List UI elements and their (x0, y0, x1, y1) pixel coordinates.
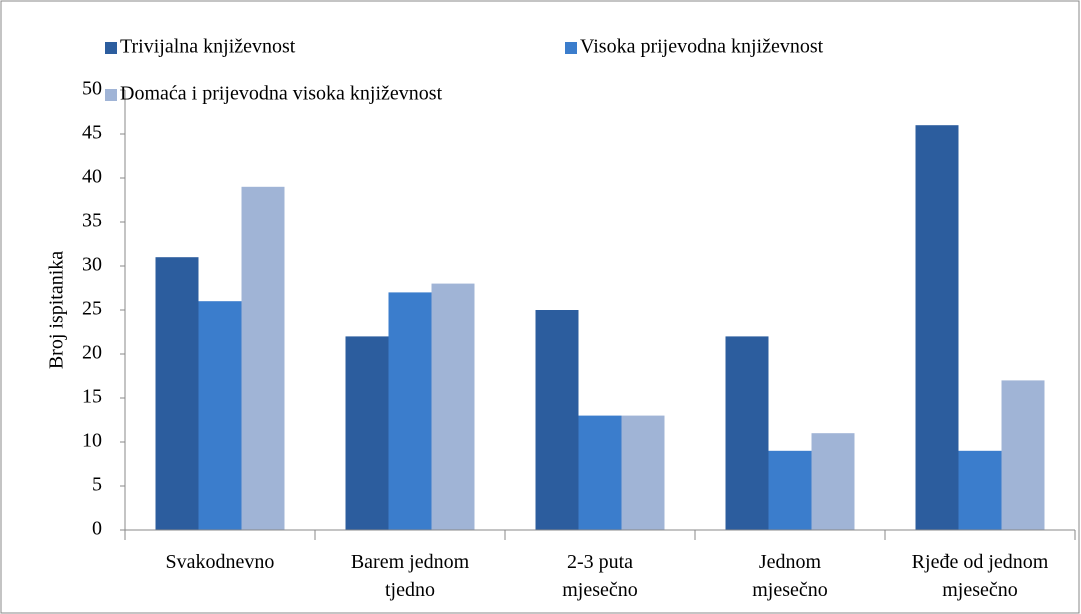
bar (768, 450, 812, 530)
bar (241, 186, 285, 531)
bar (345, 336, 389, 530)
bar (535, 310, 579, 530)
x-tick-label: 2-3 puta mjesečno (562, 551, 638, 601)
y-tick-label: 10 (82, 430, 102, 452)
legend-label: Visoka prijevodna književnost (580, 36, 824, 58)
y-tick-label: 5 (92, 474, 102, 496)
y-tick-label: 20 (82, 342, 102, 364)
legend-swatch (105, 89, 117, 101)
legend-label: Domaća i prijevodna visoka književnost (120, 83, 443, 105)
y-tick-label: 50 (82, 78, 102, 100)
bar (811, 433, 855, 530)
bar (725, 336, 769, 530)
y-tick-label: 0 (92, 518, 102, 540)
bar (621, 415, 665, 530)
bar (198, 301, 242, 530)
y-tick-label: 15 (82, 386, 102, 408)
bar (155, 257, 199, 530)
y-tick-label: 40 (82, 166, 102, 188)
bar (915, 125, 959, 530)
legend-label: Trivijalna književnost (120, 36, 296, 58)
legend-swatch (565, 42, 577, 54)
y-tick-label: 25 (82, 298, 102, 320)
legend-swatch (105, 42, 117, 54)
bar (958, 450, 1002, 530)
bar (388, 292, 432, 530)
y-tick-label: 35 (82, 210, 102, 232)
x-tick-label: Svakodnevno (166, 551, 275, 573)
y-tick-label: 45 (82, 122, 102, 144)
bar (1001, 380, 1045, 530)
y-axis-label: Broj ispitanika (46, 251, 68, 369)
bar (578, 415, 622, 530)
x-tick-label: Rjeđe od jednom mjesečno (912, 551, 1049, 601)
y-tick-label: 30 (82, 254, 102, 276)
x-tick-label: Barem jednom tjedno (351, 551, 470, 601)
x-tick-label: Jednom mjesečno (752, 551, 828, 601)
bar (431, 283, 475, 530)
